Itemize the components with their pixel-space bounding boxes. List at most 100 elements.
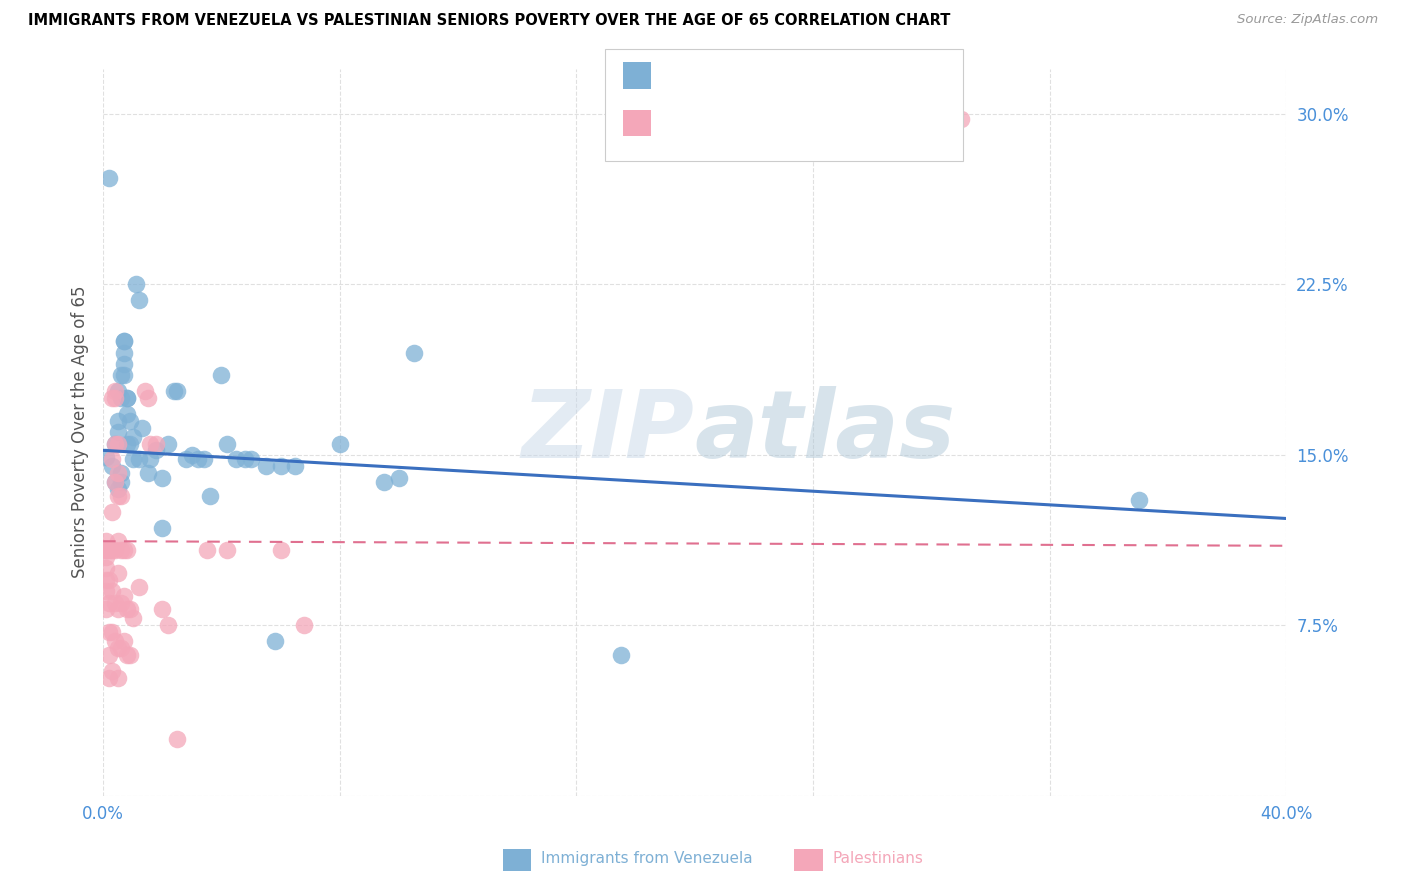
Point bbox=[145, 436, 167, 450]
Point bbox=[104, 543, 127, 558]
Point bbox=[150, 520, 173, 534]
Point bbox=[139, 436, 162, 450]
Point bbox=[166, 384, 188, 399]
Point bbox=[101, 505, 124, 519]
Point bbox=[610, 648, 633, 662]
Point bbox=[101, 543, 124, 558]
Point bbox=[950, 112, 973, 126]
Point bbox=[107, 466, 129, 480]
Point bbox=[136, 391, 159, 405]
Point bbox=[101, 625, 124, 640]
Point bbox=[112, 634, 135, 648]
Point bbox=[98, 625, 121, 640]
Point bbox=[124, 277, 146, 292]
Text: Palestinians: Palestinians bbox=[832, 851, 924, 866]
Point bbox=[163, 384, 186, 399]
Point bbox=[110, 368, 132, 383]
Point bbox=[107, 436, 129, 450]
Point bbox=[107, 640, 129, 655]
Point bbox=[104, 436, 127, 450]
Point bbox=[94, 550, 117, 565]
Point bbox=[101, 391, 124, 405]
Point bbox=[136, 466, 159, 480]
Point bbox=[115, 543, 138, 558]
Point bbox=[115, 602, 138, 616]
Point bbox=[94, 534, 117, 549]
Point bbox=[128, 452, 150, 467]
Point bbox=[118, 414, 141, 428]
Point bbox=[128, 293, 150, 308]
Point bbox=[94, 450, 117, 464]
Point bbox=[94, 561, 117, 575]
Point bbox=[128, 580, 150, 594]
Point bbox=[131, 420, 153, 434]
Text: IMMIGRANTS FROM VENEZUELA VS PALESTINIAN SENIORS POVERTY OVER THE AGE OF 65 CORR: IMMIGRANTS FROM VENEZUELA VS PALESTINIAN… bbox=[28, 13, 950, 29]
Point bbox=[110, 596, 132, 610]
Point bbox=[217, 543, 239, 558]
Point bbox=[118, 602, 141, 616]
Point bbox=[150, 602, 173, 616]
Point bbox=[217, 436, 239, 450]
Text: -0.004: -0.004 bbox=[706, 112, 761, 127]
Text: R =: R = bbox=[659, 112, 693, 127]
Point bbox=[107, 384, 129, 399]
Point bbox=[115, 648, 138, 662]
Point bbox=[329, 436, 352, 450]
Text: 58: 58 bbox=[815, 64, 837, 79]
Point bbox=[104, 596, 127, 610]
Point bbox=[101, 459, 124, 474]
Point bbox=[101, 664, 124, 678]
Point bbox=[174, 452, 197, 467]
Point bbox=[104, 391, 127, 405]
Text: -0.110: -0.110 bbox=[706, 64, 761, 79]
Text: Source: ZipAtlas.com: Source: ZipAtlas.com bbox=[1237, 13, 1378, 27]
Point bbox=[112, 543, 135, 558]
Point bbox=[270, 543, 292, 558]
Point bbox=[110, 475, 132, 490]
Point bbox=[373, 475, 395, 490]
Point bbox=[107, 602, 129, 616]
Point bbox=[284, 459, 307, 474]
Point bbox=[107, 566, 129, 580]
Point bbox=[107, 482, 129, 496]
Point bbox=[157, 436, 180, 450]
Point bbox=[107, 425, 129, 439]
Point bbox=[101, 584, 124, 599]
Point bbox=[104, 475, 127, 490]
Text: atlas: atlas bbox=[695, 386, 956, 478]
Point bbox=[193, 452, 215, 467]
Point bbox=[101, 452, 124, 467]
Point bbox=[107, 671, 129, 685]
Point bbox=[134, 384, 156, 399]
Point bbox=[121, 430, 143, 444]
Point bbox=[98, 573, 121, 587]
Point bbox=[107, 489, 129, 503]
Point bbox=[115, 391, 138, 405]
Point bbox=[107, 534, 129, 549]
Point bbox=[166, 731, 188, 746]
Point bbox=[98, 543, 121, 558]
Point bbox=[240, 452, 263, 467]
Point bbox=[115, 407, 138, 421]
Point bbox=[115, 391, 138, 405]
Point bbox=[292, 618, 315, 632]
Point bbox=[98, 648, 121, 662]
Point bbox=[94, 573, 117, 587]
Point bbox=[150, 470, 173, 484]
Point bbox=[110, 543, 132, 558]
Point bbox=[112, 334, 135, 349]
Point bbox=[270, 459, 292, 474]
Point bbox=[118, 648, 141, 662]
Y-axis label: Seniors Poverty Over the Age of 65: Seniors Poverty Over the Age of 65 bbox=[72, 286, 89, 578]
Point bbox=[121, 611, 143, 625]
Text: 62: 62 bbox=[815, 112, 837, 127]
Point bbox=[225, 452, 247, 467]
Point bbox=[112, 368, 135, 383]
Point bbox=[98, 596, 121, 610]
Point bbox=[94, 543, 117, 558]
Point bbox=[110, 466, 132, 480]
Point bbox=[112, 589, 135, 603]
Point bbox=[121, 452, 143, 467]
Point bbox=[98, 671, 121, 685]
Text: Immigrants from Venezuela: Immigrants from Venezuela bbox=[541, 851, 754, 866]
